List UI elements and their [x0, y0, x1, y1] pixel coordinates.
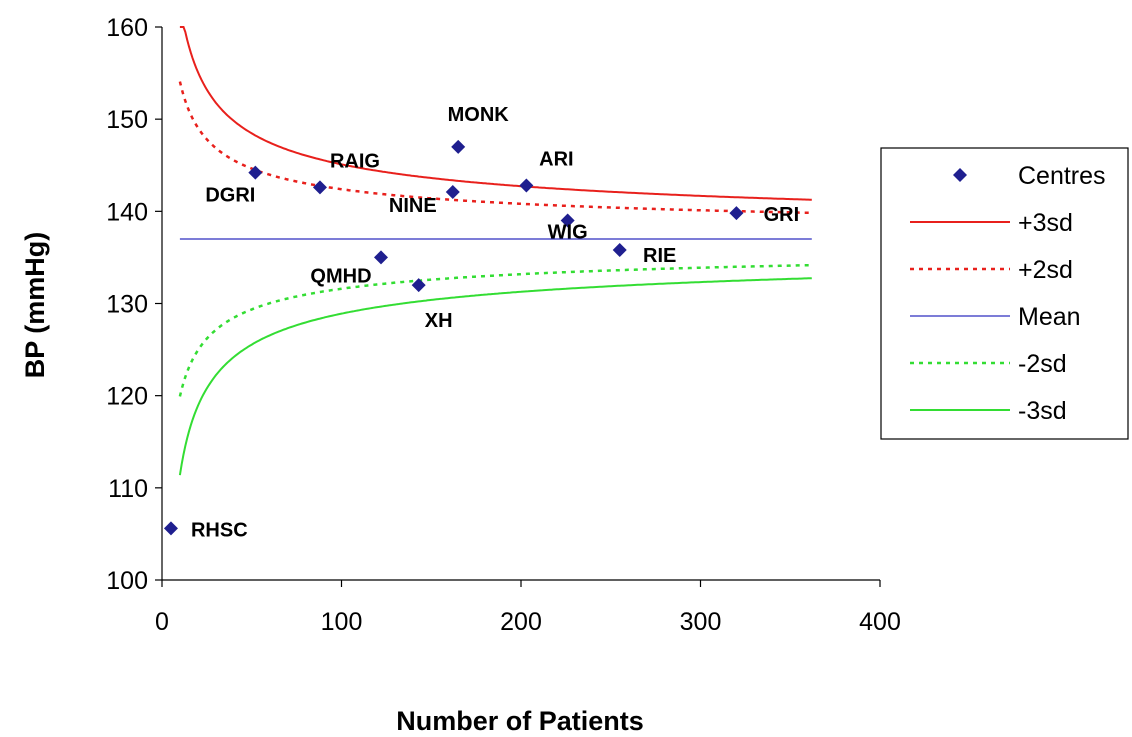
y-tick-label: 100: [106, 567, 148, 595]
line-minus-3sd: [178, 277, 812, 476]
legend: Centres +3sd +2sd Mean -2sd -3sd: [880, 147, 1129, 440]
centre-point-label: NINE: [389, 195, 437, 217]
legend-label: +2sd: [1018, 256, 1073, 284]
centre-point-label: GRI: [764, 204, 800, 226]
centre-point-label: XH: [425, 310, 453, 332]
centre-point-marker: [312, 180, 327, 195]
y-tick-label: 150: [106, 106, 148, 134]
legend-label: Centres: [1018, 162, 1106, 190]
centre-point-marker: [373, 250, 388, 265]
line-minus-2sd: [178, 263, 812, 397]
centre-point-label: RIE: [643, 245, 676, 267]
centre-point-marker: [163, 521, 178, 536]
centre-point-marker: [411, 278, 426, 293]
x-tick-label: 400: [859, 608, 901, 636]
x-tick-label: 100: [321, 608, 363, 636]
legend-label: Mean: [1018, 303, 1081, 331]
centre-point-marker: [248, 165, 263, 180]
centre-point-label: QMHD: [310, 265, 371, 287]
centre-point-marker: [445, 184, 460, 199]
centre-points: RHSC DGRI RAIG QMHD XH NINE MONK ARI WIG RIE GRI: [163, 104, 800, 541]
centre-point-marker: [451, 139, 466, 154]
legend-label: -3sd: [1018, 397, 1067, 425]
line-plusminus-3sd: [179, 26, 812, 201]
centre-point-marker: [729, 206, 744, 221]
y-tick-label: 110: [108, 475, 148, 503]
legend-box: [880, 147, 1129, 440]
centre-point-label: MONK: [448, 104, 510, 126]
centre-point-label: DGRI: [205, 185, 255, 207]
y-tick-label: 140: [106, 198, 148, 226]
x-tick-label: 0: [155, 608, 169, 636]
y-axis-title: BP (mmHg): [20, 232, 50, 379]
y-tick-label: 130: [106, 291, 148, 319]
centre-point-marker: [612, 243, 627, 258]
centre-point-label: RHSC: [191, 519, 248, 541]
centre-point-label: ARI: [539, 149, 573, 171]
centre-point-marker: [560, 213, 575, 228]
legend-label: -2sd: [1018, 350, 1067, 378]
centre-point-marker: [519, 178, 534, 193]
legend-marker-centres: [953, 168, 967, 182]
y-tick-label: 160: [106, 14, 148, 42]
control-limit-lines: [178, 26, 812, 476]
y-tick-label: 120: [106, 383, 148, 411]
x-axis-title: Number of Patients: [396, 706, 644, 736]
x-tick-label: 200: [500, 608, 542, 636]
legend-label: +3sd: [1018, 209, 1073, 237]
x-tick-label: 300: [680, 608, 722, 636]
centre-point-label: RAIG: [330, 150, 380, 172]
line-plusminus-2sd: [178, 81, 812, 215]
centre-point-label: WIG: [548, 222, 588, 244]
